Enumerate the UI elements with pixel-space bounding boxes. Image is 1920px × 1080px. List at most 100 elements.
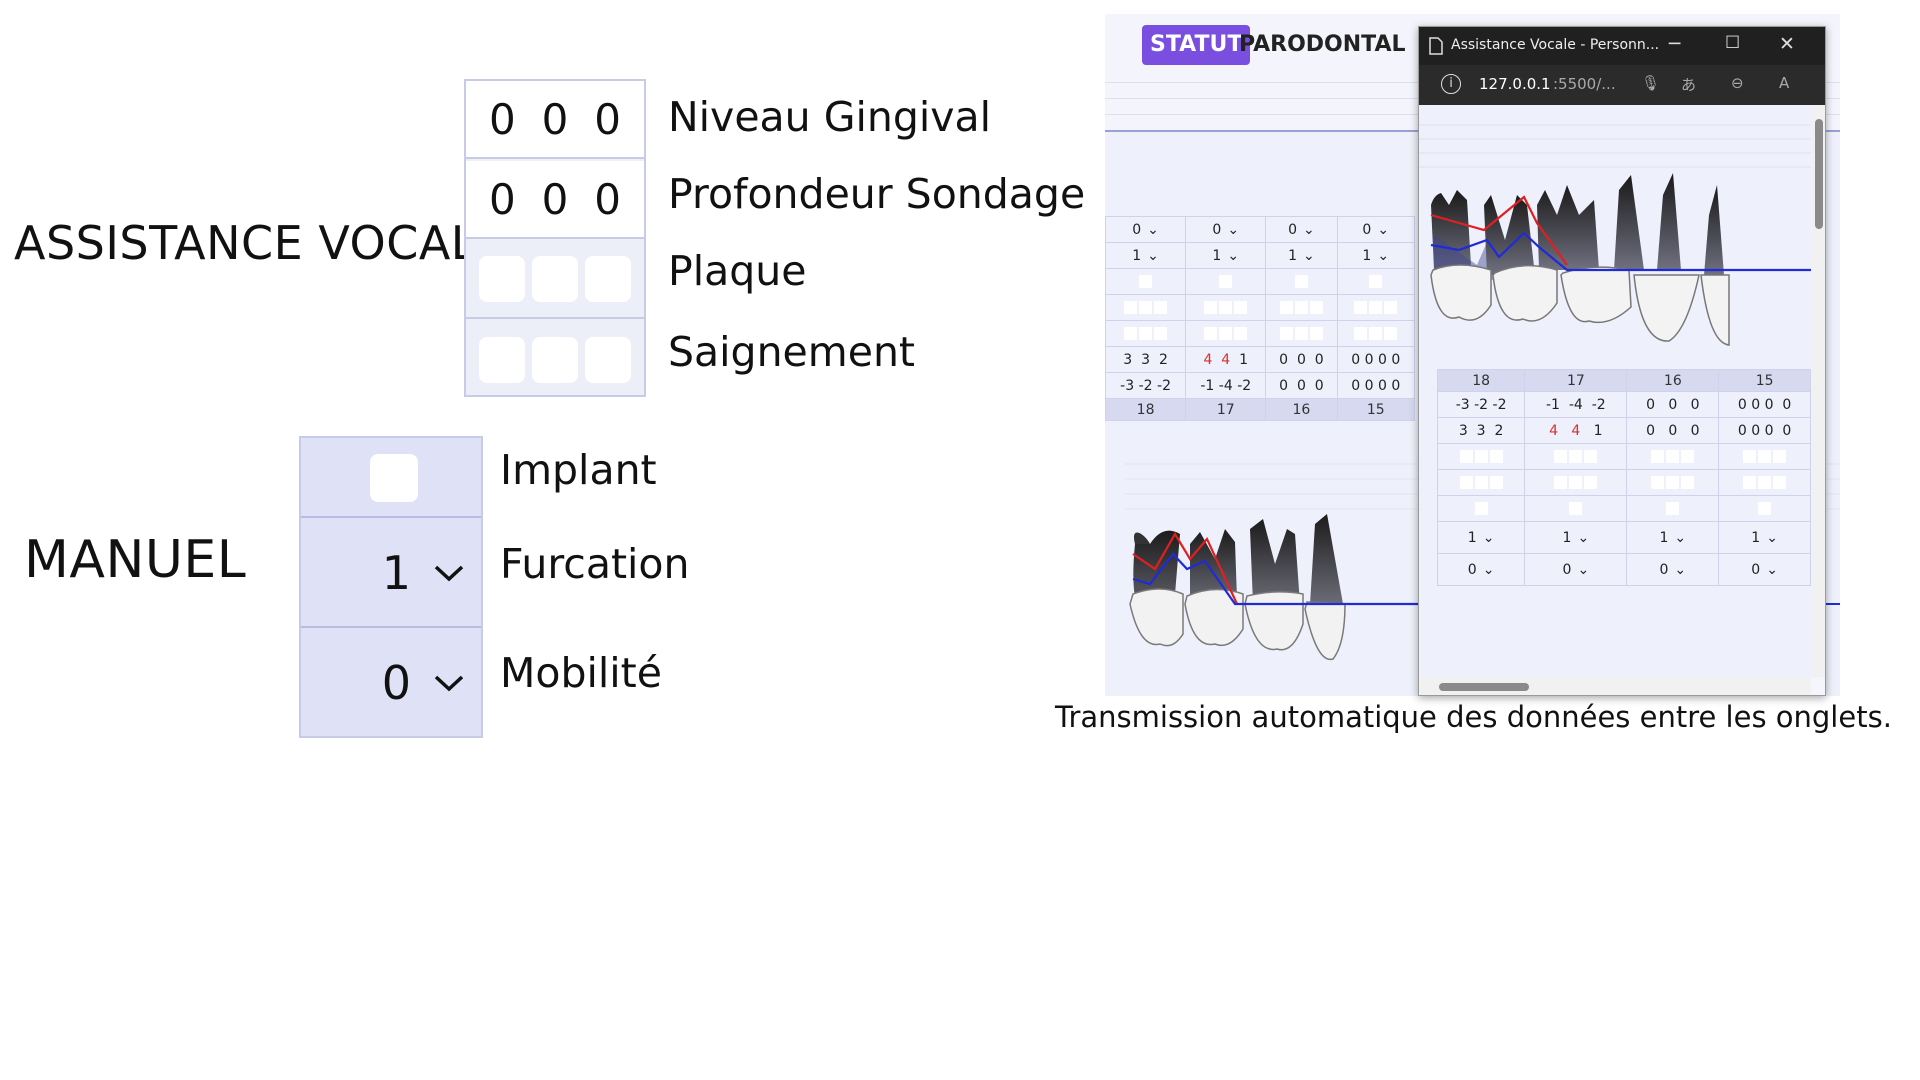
implant-label: Implant xyxy=(500,446,657,494)
tooth-select[interactable]: 0 ⌄ xyxy=(1212,221,1240,238)
tooth-select[interactable]: 0 ⌄ xyxy=(1751,561,1778,578)
maximize-icon[interactable]: ☐ xyxy=(1725,33,1741,53)
tooth-number: 15 xyxy=(1336,398,1416,421)
chevron-down-icon xyxy=(434,675,464,692)
implant-checkbox[interactable] xyxy=(1219,275,1233,288)
furcation-select[interactable]: 1 xyxy=(382,546,465,600)
manual-input-grid: 1 0 xyxy=(299,436,483,738)
read-aloud-icon[interactable]: A xyxy=(1779,74,1790,92)
url-path: :5500/... xyxy=(1553,75,1616,93)
bleeding-checkboxes xyxy=(466,321,644,399)
scroll-thumb[interactable] xyxy=(1439,683,1529,691)
bleeding-row xyxy=(1436,469,1811,496)
probing-row: -3 -2 -2 -1 -4 -2 0 0 0 0 0 0 0 xyxy=(1436,391,1811,418)
implant-checkbox[interactable] xyxy=(1294,275,1308,288)
probing-value[interactable]: 0 xyxy=(488,174,516,224)
tooth-select[interactable]: 1 ⌄ xyxy=(1212,247,1240,264)
popup-upper-jaw-table: 18 17 16 15 -3 -2 -2 -1 -4 -2 0 0 0 0 0 … xyxy=(1436,369,1811,586)
plaque-row xyxy=(1436,443,1811,470)
gingival-value[interactable]: 0 xyxy=(488,94,516,144)
address-bar[interactable]: i 127.0.0.1 :5500/... 🎙 あ ⊖ A xyxy=(1419,65,1825,105)
lower-teeth-illustration xyxy=(1125,463,1840,661)
tooth-number: 17 xyxy=(1185,398,1267,421)
mobility-value: 0 xyxy=(381,656,411,710)
bleeding-checkbox[interactable] xyxy=(584,337,631,383)
tooth-select[interactable]: 1 ⌄ xyxy=(1751,529,1778,546)
tooth-number: 15 xyxy=(1718,369,1811,392)
caption: Transmission automatique des données ent… xyxy=(1055,700,1892,734)
probing-value[interactable]: 0 xyxy=(541,174,569,224)
mobility-row: 0 xyxy=(301,628,481,738)
horizontal-scrollbar[interactable] xyxy=(1419,677,1811,695)
close-icon[interactable]: ✕ xyxy=(1779,33,1795,55)
select-row: 1 ⌄ 1 ⌄ 1 ⌄ 1 ⌄ xyxy=(1436,521,1811,554)
implant-checkbox[interactable] xyxy=(1474,502,1488,515)
probing-depth-label: Profondeur Sondage xyxy=(668,170,1086,218)
bleeding-row xyxy=(1105,320,1416,347)
tooth-select[interactable]: 0 ⌄ xyxy=(1362,221,1390,238)
plaque-checkbox[interactable] xyxy=(479,256,526,302)
tooth-number: 16 xyxy=(1265,398,1338,421)
gingival-value[interactable]: 0 xyxy=(594,94,621,144)
gingival-level-inputs: 0 0 0 xyxy=(466,81,644,159)
tooth-select[interactable]: 0 ⌄ xyxy=(1467,561,1495,578)
popup-content: 18 17 16 15 -3 -2 -2 -1 -4 -2 0 0 0 0 0 … xyxy=(1419,105,1811,677)
voice-assist-popup-window: Assistance Vocale - Personn... ─ ☐ ✕ i 1… xyxy=(1418,26,1826,696)
translate-icon[interactable]: あ xyxy=(1681,76,1697,94)
tooth-select[interactable]: 1 ⌄ xyxy=(1562,529,1590,546)
bleeding-checkbox[interactable] xyxy=(531,337,578,383)
bleeding-label: Saignement xyxy=(668,328,916,376)
gingival-row: 3 3 2 4 4 1 0 0 0 0 0 0 0 xyxy=(1436,417,1811,444)
implant-row xyxy=(1436,495,1811,522)
scroll-thumb[interactable] xyxy=(1815,119,1823,229)
zoom-out-icon[interactable]: ⊖ xyxy=(1731,74,1744,92)
bleeding-checkbox[interactable] xyxy=(479,337,526,383)
page-title: PARODONTAL xyxy=(1239,32,1406,57)
vertical-scrollbar[interactable] xyxy=(1811,105,1825,677)
microphone-icon[interactable]: 🎙 xyxy=(1641,74,1661,92)
furcation-row: 1 xyxy=(301,518,481,628)
implant-checkbox[interactable] xyxy=(1758,502,1772,515)
tooth-select[interactable]: 0 ⌄ xyxy=(1288,221,1315,238)
tooth-select[interactable]: 1 ⌄ xyxy=(1362,247,1390,264)
window-title: Assistance Vocale - Personn... xyxy=(1451,37,1660,53)
probing-depth-inputs: 0 0 0 xyxy=(466,161,644,239)
tooth-number: 17 xyxy=(1524,369,1628,392)
tooth-number-row: 18 17 16 15 xyxy=(1105,398,1416,421)
implant-checkbox[interactable] xyxy=(370,454,418,502)
plaque-row xyxy=(1105,294,1416,321)
chevron-down-icon xyxy=(434,565,464,582)
plaque-checkbox[interactable] xyxy=(584,256,631,302)
implant-checkbox[interactable] xyxy=(1666,502,1680,515)
tooth-number: 16 xyxy=(1626,369,1720,392)
tooth-number-row: 18 17 16 15 xyxy=(1436,369,1811,392)
plaque-label: Plaque xyxy=(668,247,807,295)
gingival-value[interactable]: 0 xyxy=(541,94,569,144)
plaque-checkboxes xyxy=(466,241,644,319)
implant-checkbox[interactable] xyxy=(1369,275,1383,288)
manual-title: MANUEL xyxy=(24,530,247,590)
tooth-select[interactable]: 1 ⌄ xyxy=(1467,529,1495,546)
minimize-icon[interactable]: ─ xyxy=(1669,33,1681,55)
select-row: 0 ⌄ 0 ⌄ 0 ⌄ 0 ⌄ xyxy=(1436,553,1811,586)
furcation-value: 1 xyxy=(381,546,411,600)
gingival-level-label: Niveau Gingival xyxy=(668,93,992,141)
tooth-select[interactable]: 0 ⌄ xyxy=(1659,561,1687,578)
document-icon xyxy=(1429,37,1443,55)
plaque-checkbox[interactable] xyxy=(531,256,578,302)
tooth-select[interactable]: 0 ⌄ xyxy=(1562,561,1590,578)
tooth-select[interactable]: 0 ⌄ xyxy=(1132,221,1159,238)
info-icon[interactable]: i xyxy=(1441,74,1461,94)
tooth-select[interactable]: 1 ⌄ xyxy=(1659,529,1687,546)
tooth-select[interactable]: 1 ⌄ xyxy=(1132,247,1159,264)
tooth-select[interactable]: 1 ⌄ xyxy=(1288,247,1315,264)
implant-checkbox[interactable] xyxy=(1139,275,1153,288)
mobility-label: Mobilité xyxy=(500,649,662,697)
voice-assist-title: ASSISTANCE VOCALE xyxy=(14,216,507,270)
voice-input-grid: 0 0 0 0 0 0 xyxy=(464,79,646,397)
url-host: 127.0.0.1 xyxy=(1479,75,1551,93)
gingival-row: 3 3 2 4 4 1 0 0 0 0 0 0 0 xyxy=(1105,346,1416,373)
implant-checkbox[interactable] xyxy=(1569,502,1583,515)
probing-value[interactable]: 0 xyxy=(594,174,621,224)
mobility-select[interactable]: 0 xyxy=(382,656,465,710)
